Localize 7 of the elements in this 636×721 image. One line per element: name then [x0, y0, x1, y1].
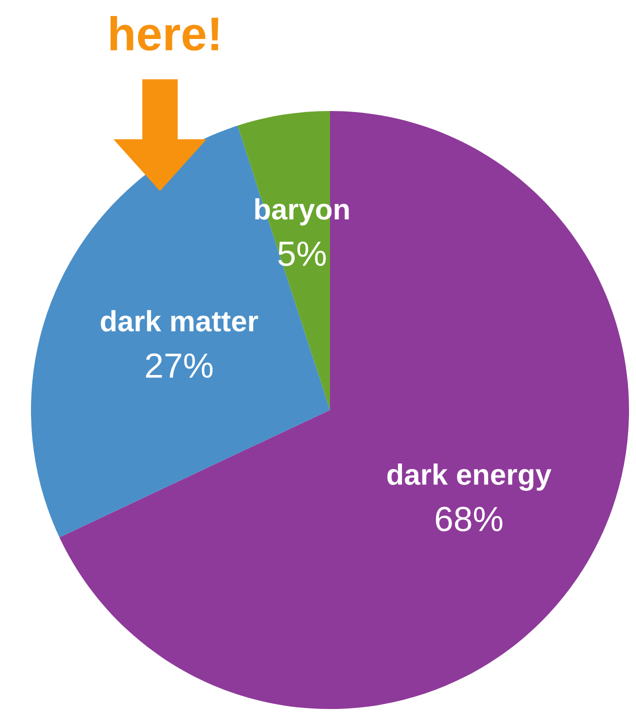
- slice-label: dark matter: [100, 310, 258, 332]
- pie-slice: [59, 110, 629, 709]
- slice-label: dark energy: [387, 464, 552, 491]
- data-label: 27%: [146, 353, 213, 378]
- data-label: 5%: [278, 242, 326, 266]
- text: here!: [110, 16, 218, 51]
- data-label: 68%: [436, 506, 502, 532]
